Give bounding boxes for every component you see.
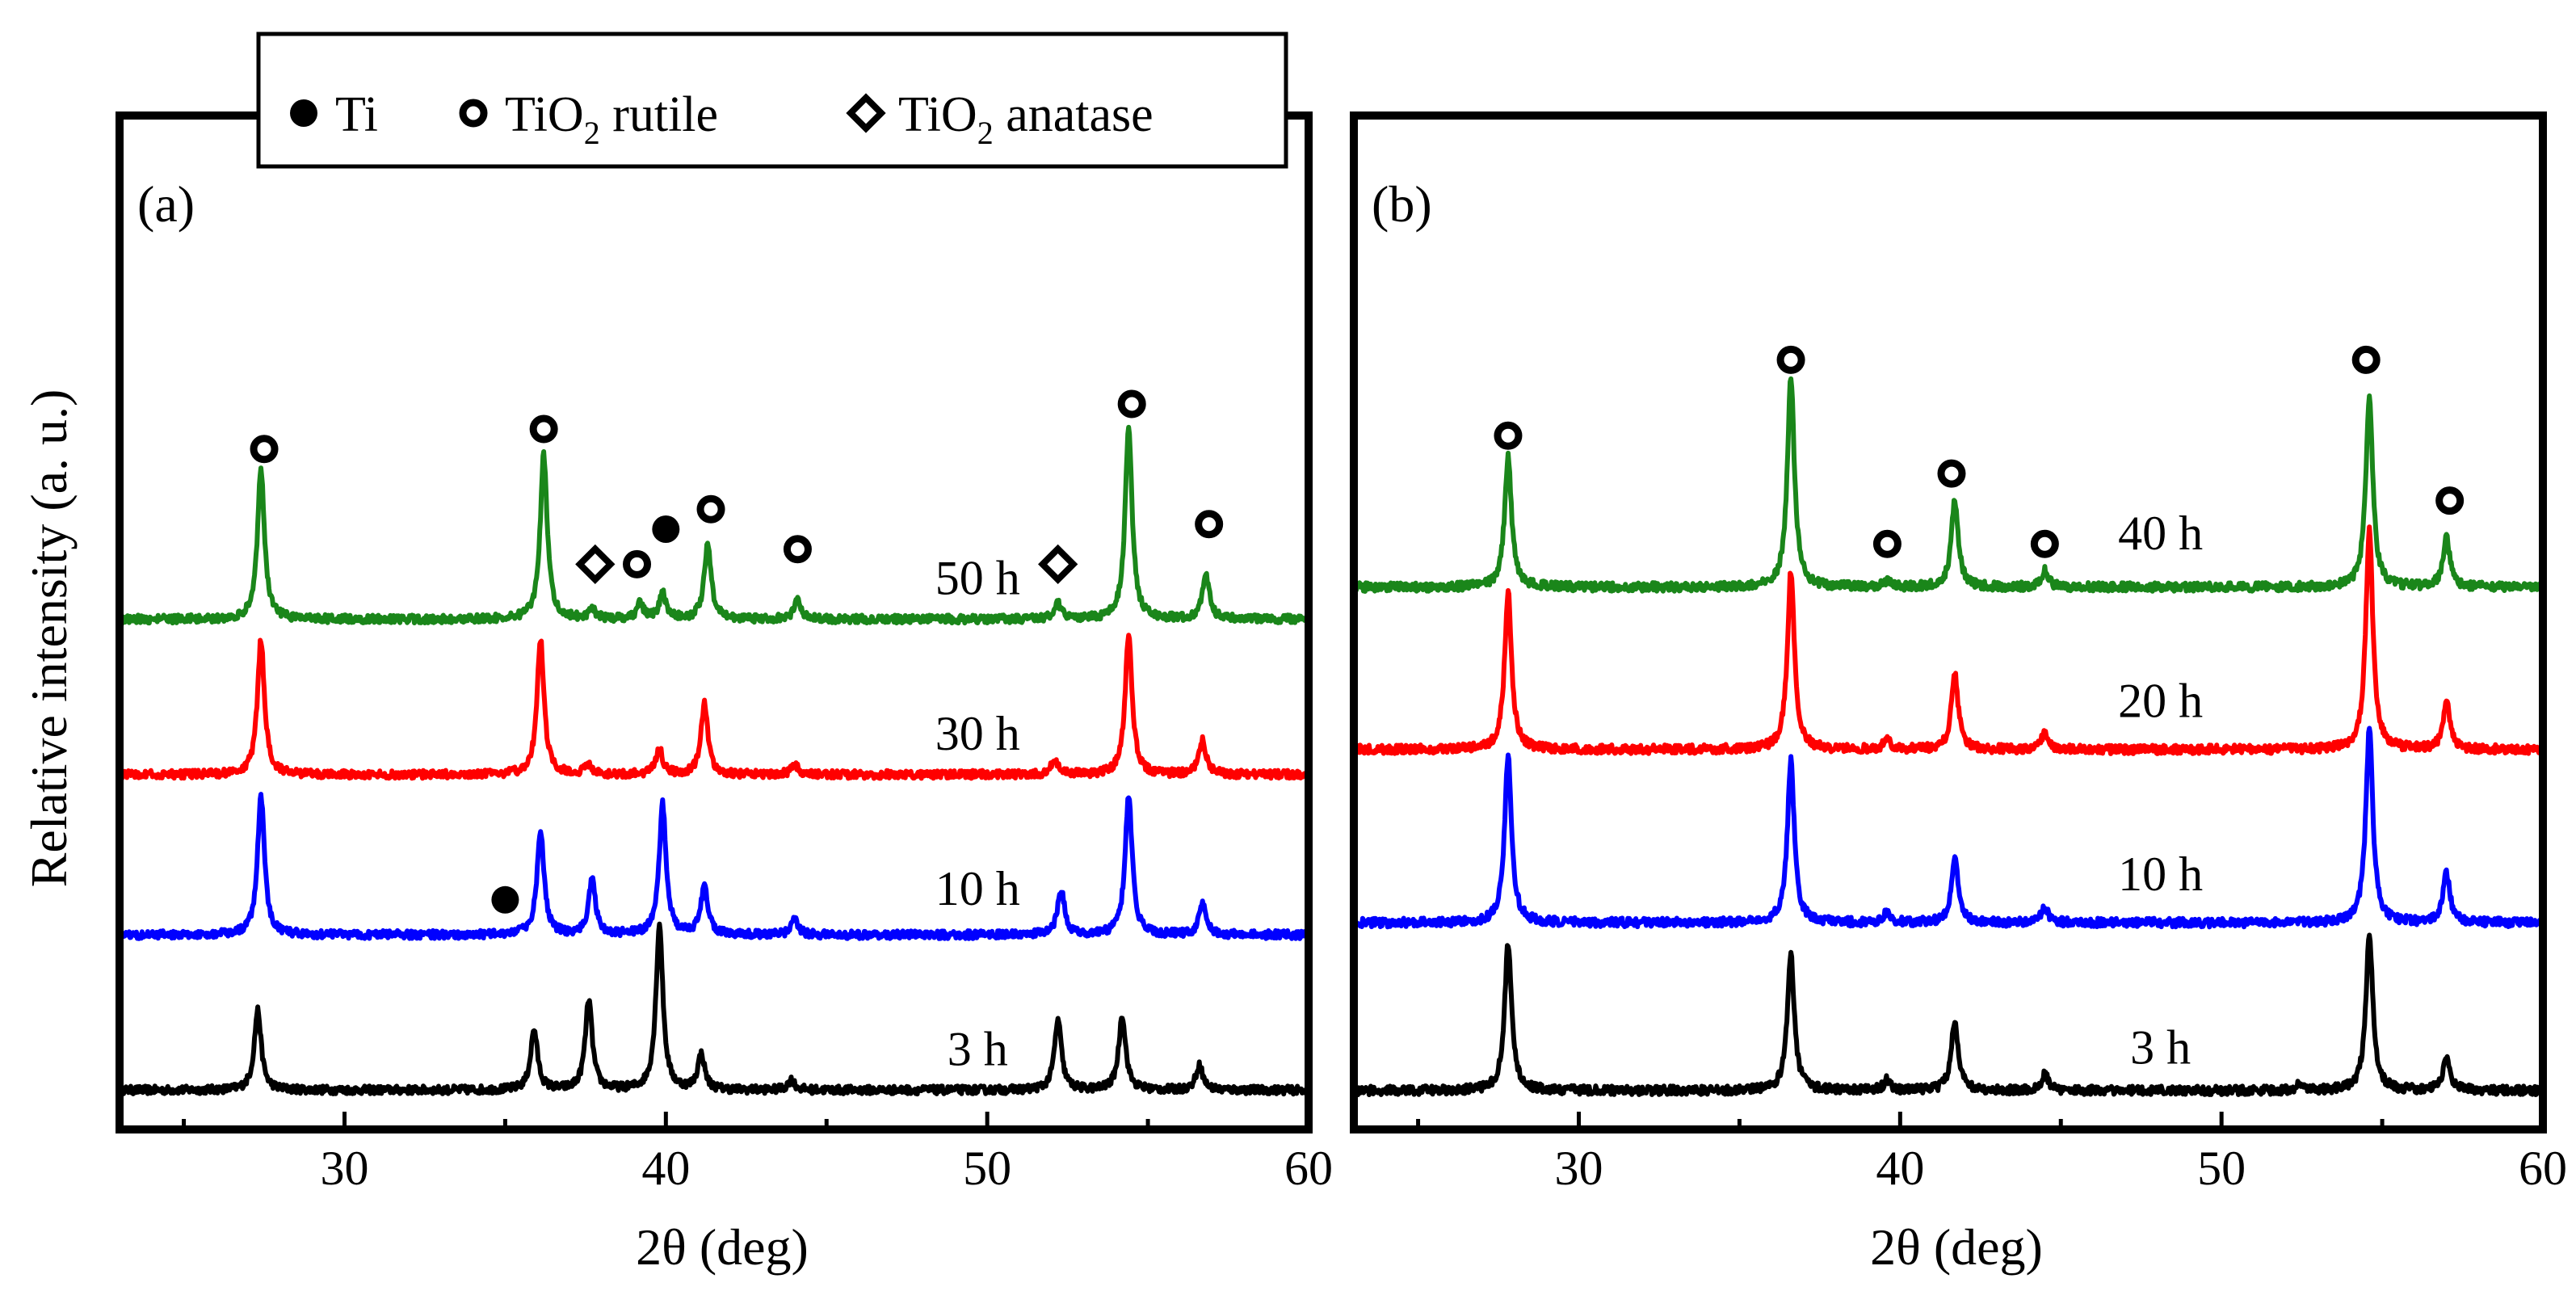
peak-marker-open-circle [1195, 510, 1224, 539]
plot-frame [1350, 111, 2547, 1133]
peak-marker-open-circle [623, 549, 652, 578]
peak-marker-open-circle [2030, 529, 2059, 558]
peak-marker-open-circle [250, 435, 279, 464]
legend-label: Ti [335, 87, 378, 142]
series-10-h [1352, 725, 2544, 930]
series-label-10-h: 10 h [2118, 847, 2203, 901]
legend-box [256, 32, 1288, 169]
x-tick-label: 50 [963, 1142, 1011, 1195]
peak-marker-open-circle [1117, 389, 1146, 418]
x-tick-label: 40 [641, 1142, 690, 1195]
series-50-h [118, 424, 1311, 626]
peak-marker-open-circle [529, 414, 558, 444]
series-label-30-h: 30 h [935, 707, 1020, 760]
x-tick-label: 30 [1554, 1142, 1603, 1195]
series-30-h [117, 633, 1311, 781]
legend-label: TiO2 anatase [898, 87, 1154, 151]
x-tick-label: 40 [1876, 1142, 1924, 1195]
peak-marker-open-circle [783, 535, 812, 564]
panel-label: (a) [137, 175, 195, 233]
series-label-50-h: 50 h [935, 552, 1020, 605]
series-label-10-h: 10 h [935, 862, 1020, 915]
legend-item-ti: Ti [290, 87, 378, 142]
peak-marker-open-circle [1776, 345, 1805, 374]
panel-label: (b) [1372, 175, 1432, 233]
peak-marker-open-circle [1494, 421, 1523, 450]
legend: Ti TiO2 rutile TiO2 anatase [256, 32, 1288, 169]
legend-item-tio2-rutile: TiO2 rutile [459, 87, 718, 151]
peak-marker-open-diamond [1038, 544, 1078, 585]
x-axis-label: 2θ (deg) [1870, 1218, 2043, 1276]
legend-label: TiO2 rutile [505, 87, 718, 151]
legend-marker-filled-circle [290, 99, 317, 127]
x-tick-label: 60 [2519, 1142, 2567, 1195]
peak-marker-filled-circle [491, 885, 519, 914]
peak-marker-filled-circle [652, 515, 680, 543]
series-label-3-h: 3 h [2130, 1020, 2191, 1074]
legend-marker-open-diamond [846, 93, 886, 133]
peak-marker-open-circle [1937, 459, 1966, 488]
x-tick-label: 50 [2197, 1142, 2246, 1195]
x-axis-label: 2θ (deg) [636, 1218, 809, 1276]
peak-marker-open-circle [2351, 345, 2381, 374]
legend-marker-open-circle [459, 99, 488, 128]
peak-marker-open-diamond [575, 544, 616, 585]
series-label-40-h: 40 h [2118, 507, 2203, 560]
series-20-h [1351, 524, 2545, 756]
panel-a: 3 h 10 h 30 h 50 h 30 40 50 60 2θ (deg) (a) [116, 111, 1333, 1276]
x-tick-label: 30 [320, 1142, 368, 1195]
legend-item-tio2-anatase: TiO2 anatase [846, 87, 1154, 151]
series-3-h [117, 921, 1311, 1097]
plot-frame [116, 111, 1313, 1133]
peak-marker-open-circle [2435, 486, 2465, 515]
peak-marker-open-circle [1872, 529, 1902, 558]
series-label-20-h: 20 h [2118, 675, 2203, 728]
series-3-h [1351, 932, 2545, 1097]
series-label-3-h: 3 h [948, 1022, 1008, 1075]
x-tick-label: 60 [1284, 1142, 1333, 1195]
series-10-h [117, 792, 1311, 941]
peak-marker-open-circle [696, 494, 725, 524]
panel-b: 3 h 10 h 20 h 40 h 30 40 50 60 2θ (deg) (b) [1350, 111, 2567, 1276]
y-axis-label: Relative intensity (a. u.) [20, 389, 78, 888]
series-40-h [1351, 376, 2545, 594]
